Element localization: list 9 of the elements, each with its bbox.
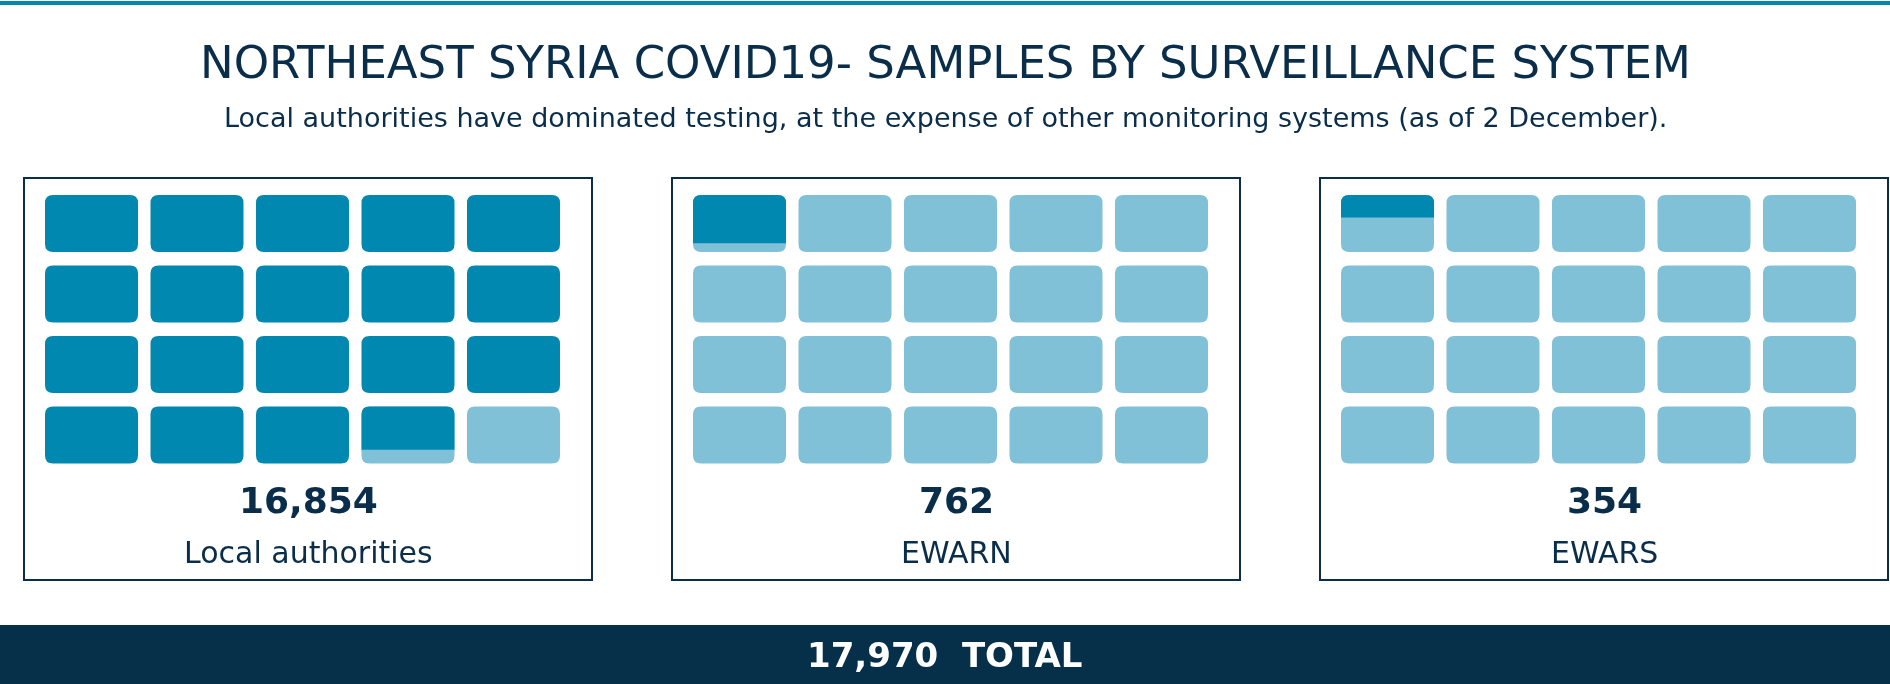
category-label: Local authorities	[184, 535, 433, 570]
data-label: 16,854	[239, 480, 378, 521]
text: Local authorities have dominated testing, at the expense of other monitoring systems (as of 2 December).	[224, 102, 1668, 133]
text: 17,970 TOTAL	[807, 635, 1083, 675]
data-label: 354	[1567, 480, 1643, 521]
text: NORTHEAST SYRIA COVID19- SAMPLES BY SURVEILLANCE SYSTEM	[200, 36, 1691, 89]
category-label: EWARS	[1551, 535, 1659, 570]
category-label: EWARN	[901, 535, 1012, 570]
data-label: 762	[919, 480, 995, 521]
